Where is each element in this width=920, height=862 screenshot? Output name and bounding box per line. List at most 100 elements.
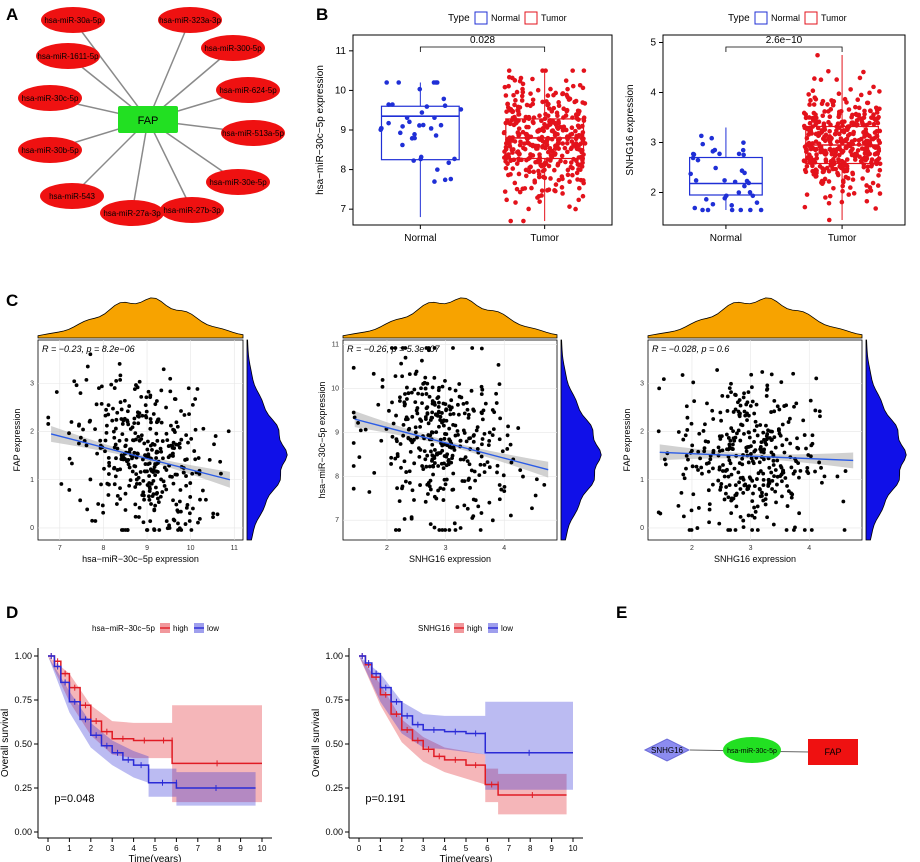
data-point	[682, 476, 687, 481]
data-point	[480, 442, 484, 447]
tumor-point	[823, 132, 829, 138]
data-point	[473, 478, 478, 483]
data-point	[784, 528, 789, 532]
y-tick-label: 1	[640, 477, 644, 484]
tumor-point	[851, 191, 857, 196]
data-point	[741, 525, 746, 530]
tumor-point	[522, 141, 527, 146]
data-point	[768, 429, 773, 434]
data-point	[452, 521, 457, 526]
tumor-point	[864, 143, 869, 148]
data-point	[211, 515, 215, 520]
tumor-point	[811, 115, 817, 121]
data-point	[657, 386, 662, 391]
normal-point	[713, 165, 718, 171]
data-point	[468, 485, 472, 490]
normal-point	[396, 80, 401, 85]
tumor-point	[857, 75, 863, 81]
tumor-point	[826, 109, 831, 114]
data-point	[676, 503, 681, 508]
data-point	[473, 498, 478, 503]
normal-point	[435, 167, 440, 172]
tumor-point	[564, 108, 570, 114]
tumor-point	[528, 142, 533, 148]
data-point	[136, 434, 141, 439]
data-point	[193, 427, 198, 432]
data-point	[806, 471, 811, 476]
normal-point	[736, 190, 742, 195]
data-point	[729, 472, 734, 477]
data-point	[106, 472, 111, 476]
plot-frame	[662, 34, 906, 226]
data-point	[465, 506, 470, 511]
data-point	[137, 505, 142, 510]
data-point	[757, 460, 762, 465]
normal-point	[386, 120, 391, 126]
tumor-point	[543, 111, 548, 117]
data-point	[741, 395, 746, 400]
tumor-point	[503, 165, 509, 171]
mirna-node-label-11: hsa-miR-1611-5p	[37, 52, 99, 61]
tumor-point	[865, 152, 871, 157]
tumor-point	[806, 92, 811, 97]
data-point	[694, 464, 699, 469]
data-point	[412, 498, 416, 502]
data-point	[69, 420, 74, 424]
tumor-point	[553, 182, 559, 187]
tumor-point	[845, 127, 850, 133]
tumor-point	[823, 159, 829, 164]
y-axis-label: hsa−miR−30c−5p expression	[315, 65, 326, 195]
mirna-node-label-10: hsa-miR-30c-5p	[22, 94, 79, 103]
data-point	[441, 487, 446, 491]
tumor-point	[560, 91, 566, 96]
tumor-point	[840, 140, 845, 146]
data-point	[203, 497, 208, 502]
normal-point	[441, 96, 447, 102]
data-point	[179, 409, 183, 413]
data-point	[446, 462, 451, 467]
normal-point	[722, 178, 727, 183]
data-point	[134, 383, 138, 387]
data-point	[391, 421, 396, 426]
x-tick-label: 9	[238, 844, 243, 853]
data-point	[681, 472, 686, 477]
data-point	[772, 398, 777, 403]
data-point	[808, 398, 813, 403]
normal-point	[744, 178, 750, 184]
data-point	[427, 484, 432, 489]
data-point	[402, 517, 407, 521]
data-point	[728, 528, 733, 532]
data-point	[226, 429, 231, 434]
tumor-point	[526, 124, 531, 130]
y-tick-label: 3	[650, 138, 656, 149]
data-point	[351, 365, 356, 370]
data-point	[716, 445, 721, 450]
data-point	[111, 429, 116, 434]
data-point	[394, 413, 398, 418]
tumor-point	[864, 198, 870, 204]
data-point	[97, 386, 101, 391]
data-point	[201, 426, 206, 431]
tumor-point	[523, 173, 529, 179]
tumor-point	[565, 94, 570, 100]
scatter-3: 2 3 4 0 1 2 3 R = −0.028, p = 0.6 SNHG16 express…	[622, 297, 907, 564]
data-point	[690, 464, 695, 469]
data-point	[184, 483, 189, 488]
data-point	[407, 469, 412, 474]
data-point	[482, 431, 487, 436]
data-point	[725, 409, 730, 413]
data-point	[480, 387, 485, 392]
tumor-point	[814, 170, 819, 176]
data-point	[157, 528, 162, 532]
mirna-node-label-5: hsa-miR-30e-5p	[209, 178, 267, 187]
data-point	[219, 471, 223, 476]
data-point	[95, 451, 100, 456]
tumor-point	[876, 114, 881, 120]
data-point	[749, 444, 753, 449]
data-point	[458, 526, 463, 530]
tumor-point	[865, 164, 871, 170]
y-tick-label: 0.50	[14, 739, 32, 749]
data-point	[106, 455, 111, 460]
y-axis-label: Overall survival	[0, 709, 11, 777]
tumor-point	[530, 101, 536, 107]
